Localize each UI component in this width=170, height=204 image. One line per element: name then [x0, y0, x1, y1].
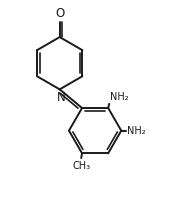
Text: CH₃: CH₃	[73, 161, 91, 171]
Text: NH₂: NH₂	[127, 126, 145, 136]
Text: NH₂: NH₂	[110, 92, 129, 102]
Text: O: O	[55, 7, 64, 20]
Text: N: N	[57, 91, 66, 103]
